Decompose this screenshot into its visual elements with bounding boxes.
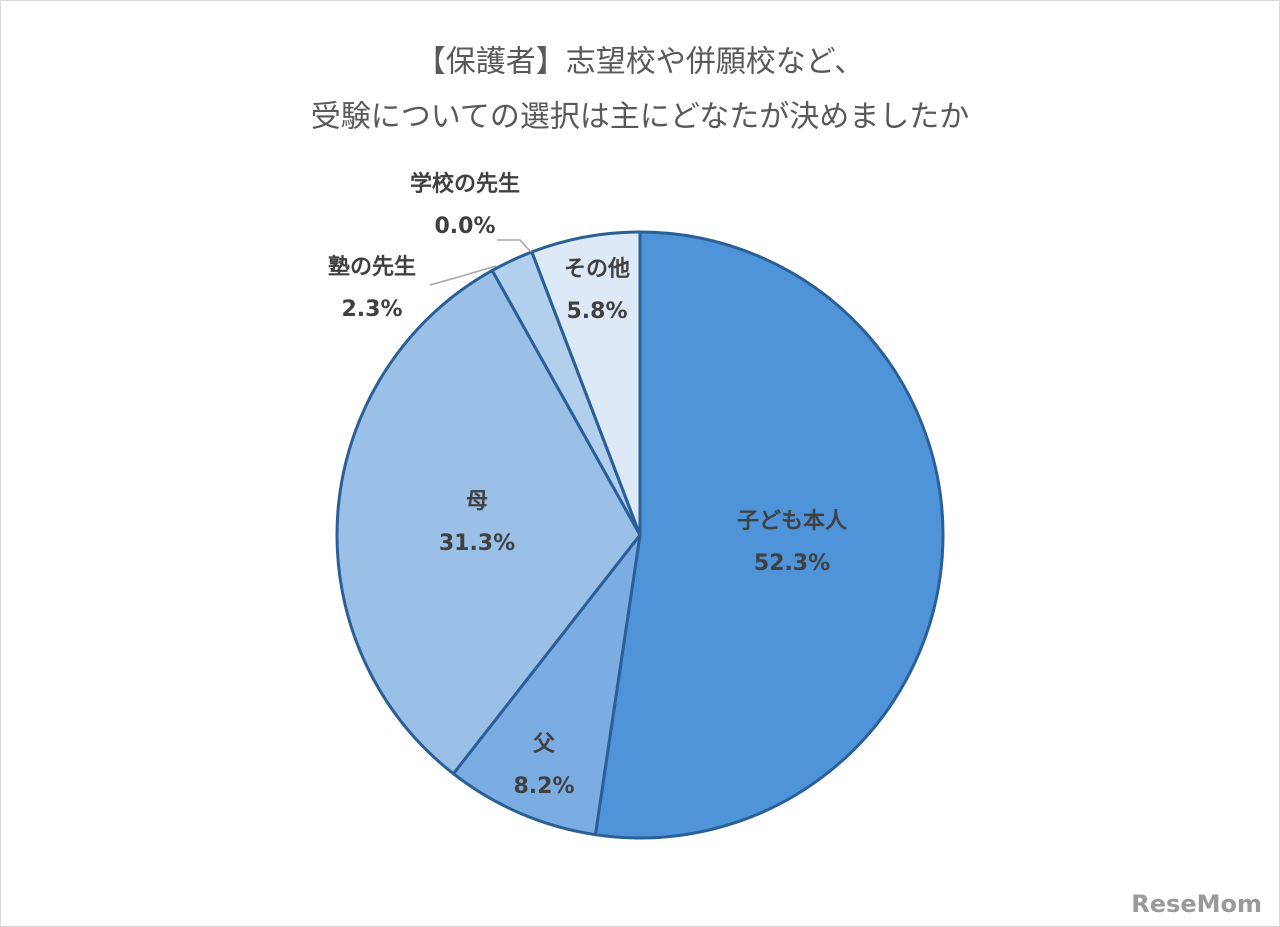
value-label: 5.8% (566, 299, 627, 324)
chart-title: 【保護者】志望校や併願校など、 (416, 45, 865, 80)
leader-line (429, 265, 497, 286)
chart-title: 受験についての選択は主にどなたが決めましたか (311, 100, 970, 135)
slice-label: その他 (564, 257, 630, 282)
slice-label: 父 (533, 732, 556, 757)
watermark: ReseMom (1131, 890, 1262, 918)
slice-label: 子ども本人 (737, 509, 847, 534)
slice-label: 塾の先生 (328, 254, 416, 280)
pie-slice (593, 230, 945, 840)
pie-slice (451, 533, 642, 837)
slice-label: 学校の先生 (410, 171, 520, 197)
value-label: 0.0% (434, 214, 495, 239)
value-label: 8.2% (513, 774, 574, 799)
slice-label: 母 (466, 489, 488, 514)
value-label: 2.3% (341, 297, 402, 322)
value-label: 31.3% (439, 531, 515, 556)
value-label: 52.3% (754, 551, 830, 576)
pie-slice (335, 268, 642, 776)
pie-slice (530, 230, 642, 537)
leader-line (497, 239, 532, 253)
